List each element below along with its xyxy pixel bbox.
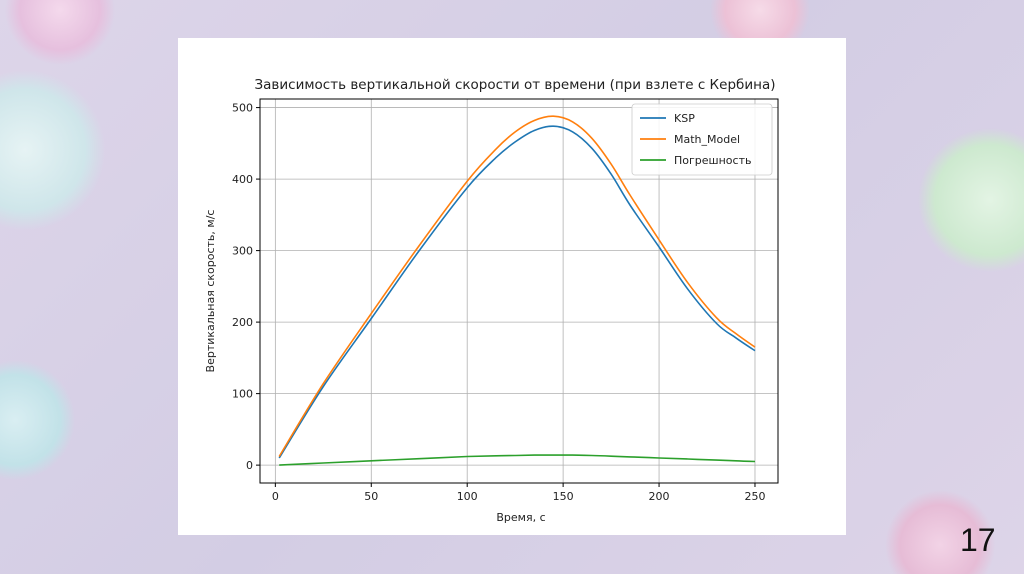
axis-ticks: 0 50 100 150 200 250 0 100 200 300 400 500 (232, 102, 765, 503)
chart-title: Зависимость вертикальной скорости от вре… (254, 77, 775, 93)
x-tick-label: 250 (744, 490, 765, 503)
y-tick-label: 200 (232, 316, 253, 329)
series-lines (278, 115, 756, 466)
legend: KSP Math_Model Погрешность (631, 103, 773, 176)
series-line-1 (278, 115, 756, 457)
legend-label: Math_Model (674, 133, 740, 146)
x-tick-label: 150 (553, 490, 574, 503)
y-tick-label: 400 (232, 173, 253, 186)
y-tick-label: 0 (246, 459, 253, 472)
chart-panel: Зависимость вертикальной скорости от вре… (178, 38, 846, 535)
x-tick-label: 200 (649, 490, 670, 503)
y-tick-label: 100 (232, 388, 253, 401)
legend-label: Погрешность (674, 154, 751, 167)
series-line-2 (279, 454, 756, 466)
plot-frame (259, 98, 779, 484)
slide-number: 17 (960, 522, 996, 558)
y-tick-label: 500 (232, 102, 253, 115)
y-tick-label: 300 (232, 245, 253, 258)
grid (260, 99, 778, 483)
y-axis-label: Вертикальная скорость, м/с (204, 210, 217, 373)
x-tick-label: 50 (364, 490, 378, 503)
line-chart: Зависимость вертикальной скорости от вре… (204, 77, 779, 524)
x-tick-label: 0 (272, 490, 279, 503)
legend-label: KSP (674, 112, 695, 125)
legend-box (631, 103, 773, 176)
x-tick-label: 100 (457, 490, 478, 503)
series-line-0 (278, 125, 756, 459)
x-axis-label: Время, с (496, 511, 545, 524)
